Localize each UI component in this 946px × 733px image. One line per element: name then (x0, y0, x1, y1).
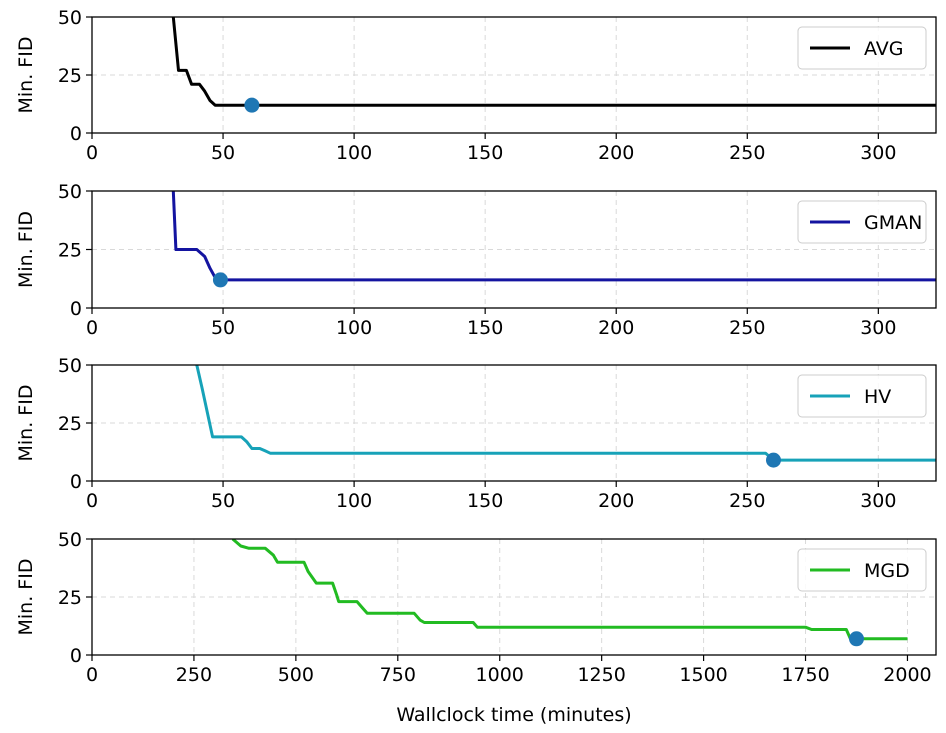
legend-label: AVG (864, 38, 904, 60)
x-tick-label: 50 (211, 490, 235, 512)
best-point-marker (212, 272, 228, 288)
x-tick-label: 300 (860, 490, 896, 512)
y-tick-label: 50 (58, 7, 82, 29)
legend-label: GMAN (864, 212, 922, 234)
legend-box (797, 200, 927, 244)
x-tick-label: 150 (467, 142, 503, 164)
x-tick-label: 0 (86, 490, 98, 512)
series-line-mgd (231, 539, 908, 641)
legend: MGD (797, 548, 927, 592)
x-tick-label: 250 (729, 490, 765, 512)
legend: GMAN (797, 200, 927, 244)
x-tick-label: 1500 (679, 664, 727, 686)
y-tick-label: 50 (58, 355, 82, 377)
y-tick-label: 0 (70, 123, 82, 145)
x-tick-label: 500 (278, 664, 314, 686)
legend-box (797, 26, 927, 70)
x-axis-label: Wallclock time (minutes) (396, 704, 631, 726)
panel-4: 0 250 500 750 1000 1250 1500 1750 2000 0 25 50 Min. … (15, 529, 937, 726)
x-tick-label: 150 (467, 490, 503, 512)
y-tick-label: 25 (58, 587, 82, 609)
legend-label: MGD (864, 560, 910, 582)
x-tick-label: 100 (336, 142, 372, 164)
x-tick-label: 200 (598, 490, 634, 512)
legend: AVG (797, 26, 927, 70)
panel-2: 0 50 100 150 200 250 300 0 25 50 Min. FID GMAN (15, 181, 937, 339)
y-tick-label: 0 (70, 298, 82, 320)
x-tick-label: 1000 (476, 664, 524, 686)
y-tick-label: 50 (58, 181, 82, 203)
best-point-marker (244, 97, 260, 113)
x-tick-label: 100 (336, 490, 372, 512)
x-tick-label: 1750 (781, 664, 829, 686)
x-tick-label: 300 (860, 142, 896, 164)
y-tick-label: 25 (58, 65, 82, 87)
x-tick-label: 1250 (577, 664, 625, 686)
x-tick-label: 250 (729, 317, 765, 339)
x-tick-label: 100 (336, 317, 372, 339)
legend-label: HV (864, 386, 891, 408)
series-line-avg (171, 17, 936, 107)
y-axis-label: Min. FID (15, 385, 37, 462)
x-tick-label: 250 (729, 142, 765, 164)
x-tick-label: 0 (86, 142, 98, 164)
best-point-marker (765, 452, 781, 468)
y-tick-label: 0 (70, 471, 82, 493)
panel-1: 0 50 100 150 200 250 300 0 25 50 Min. FID AVG (15, 7, 937, 164)
y-tick-label: 50 (58, 529, 82, 551)
x-tick-label: 150 (467, 317, 503, 339)
x-tick-label: 300 (860, 317, 896, 339)
x-tick-label: 0 (86, 317, 98, 339)
legend-box (797, 374, 927, 418)
x-tick-label: 200 (598, 317, 634, 339)
x-tick-label: 50 (211, 317, 235, 339)
x-tick-label: 200 (598, 142, 634, 164)
legend: HV (797, 374, 927, 418)
best-point-marker (848, 631, 864, 647)
x-tick-label: 0 (86, 664, 98, 686)
legend-box (797, 548, 927, 592)
y-tick-label: 25 (58, 240, 82, 262)
y-tick-label: 25 (58, 413, 82, 435)
panel-3: 0 50 100 150 200 250 300 0 25 50 Min. FID HV (15, 355, 937, 512)
y-axis-label: Min. FID (15, 37, 37, 114)
x-tick-label: 2000 (883, 664, 931, 686)
y-axis-label: Min. FID (15, 559, 37, 636)
x-tick-label: 750 (380, 664, 416, 686)
y-tick-label: 0 (70, 645, 82, 667)
x-tick-label: 50 (211, 142, 235, 164)
x-tick-label: 250 (176, 664, 212, 686)
y-axis-label: Min. FID (15, 211, 37, 288)
